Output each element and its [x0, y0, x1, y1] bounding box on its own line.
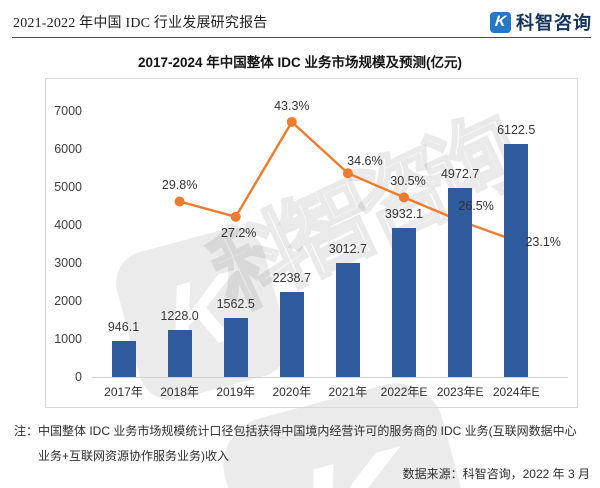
report-title: 2021-2022 年中国 IDC 行业发展研究报告: [13, 16, 268, 31]
y-axis-tick: 1000: [54, 332, 82, 346]
y-axis-tick: 6000: [54, 142, 82, 156]
x-axis-label: 2017年: [104, 385, 143, 399]
x-axis-line: [92, 377, 568, 378]
logo-k-glyph: K: [494, 12, 507, 30]
x-axis-label: 2018年: [160, 385, 199, 399]
chart-area: 0 1000 2000 3000 4000 5000 6000 7000 946.1 2017年 1…: [45, 78, 578, 408]
line-marker: [230, 211, 241, 222]
bar-2020年: [279, 291, 304, 377]
bar-2021年: [335, 262, 360, 377]
footnote-line-1: 中国整体 IDC 业务市场规模统计口径包括获得中国境内经营许可的服务商的 IDC…: [38, 424, 577, 438]
y-axis-tick: 3000: [54, 256, 82, 270]
bar-value-label: 6122.5: [497, 123, 536, 138]
bar-2018年: [167, 330, 192, 377]
bar-2022年E: [392, 227, 416, 377]
x-axis-label: 2023年E: [436, 385, 484, 399]
x-axis-label: 2022年E: [380, 385, 428, 399]
bar-2017年: [111, 341, 136, 377]
kezhi-logo-icon: K: [490, 11, 511, 33]
x-axis-label: 2021年: [328, 385, 368, 399]
footnote-label: 注：: [14, 424, 39, 438]
bar-2024年E: [504, 144, 529, 377]
bar-value-label: 2238.7: [272, 270, 311, 285]
data-source: 数据来源：科智咨询，2022 年 3 月: [402, 467, 590, 481]
x-axis-label: 2024年E: [492, 385, 540, 399]
bar-value-label: 3012.7: [328, 241, 368, 256]
footnote: 注： 中国整体 IDC 业务市场规模统计口径包括获得中国境内经营许可的服务商的 …: [14, 419, 577, 469]
growth-rate-label: 27.2%: [220, 225, 257, 240]
line-marker: [286, 116, 297, 127]
logo-text: 科智咨询: [516, 13, 592, 33]
y-axis-tick: 2000: [54, 294, 82, 308]
line-marker: [399, 192, 409, 203]
bar-2023年E: [448, 188, 473, 377]
growth-rate-label: 34.6%: [347, 154, 383, 169]
x-axis-label: 2019年: [216, 385, 256, 399]
y-axis-tick: 0: [75, 370, 82, 384]
x-axis-label: 2020年: [272, 385, 312, 399]
header-divider: [12, 37, 591, 38]
company-logo: K 科智咨询: [490, 9, 592, 35]
y-axis-tick: 5000: [54, 180, 82, 194]
bar-value-label: 1562.5: [216, 296, 255, 311]
bar-2019年: [223, 317, 248, 377]
bar-value-label: 3932.1: [384, 206, 424, 221]
growth-rate-label: 26.5%: [458, 198, 494, 213]
growth-rate-label: 23.1%: [525, 234, 561, 249]
growth-rate-label: 29.8%: [161, 178, 198, 193]
footnote-line-2: 业务+互联网资源协作服务业务)收入: [38, 449, 230, 463]
line-marker: [342, 168, 353, 179]
chart-title: 2017-2024 年中国整体 IDC 业务市场规模及预测(亿元): [137, 55, 463, 70]
bar-value-label: 4972.7: [440, 167, 480, 182]
line-marker: [174, 196, 185, 207]
y-axis-tick: 7000: [54, 104, 82, 118]
growth-rate-label: 43.3%: [274, 98, 310, 113]
plot-area: 0 1000 2000 3000 4000 5000 6000 7000 946.1 2017年 1…: [46, 79, 577, 407]
growth-rate-label: 30.5%: [390, 174, 426, 189]
bar-value-label: 946.1: [107, 320, 140, 335]
y-axis-tick: 4000: [54, 218, 82, 232]
bar-value-label: 1228.0: [160, 309, 199, 324]
